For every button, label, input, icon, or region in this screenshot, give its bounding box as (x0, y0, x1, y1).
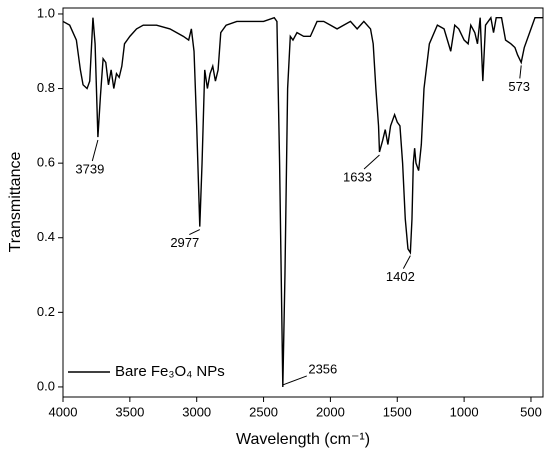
x-tick-label: 4000 (49, 404, 78, 419)
x-tick-label: 3500 (115, 404, 144, 419)
x-tick-label: 1500 (383, 404, 412, 419)
annotation-label: 2356 (308, 361, 337, 376)
y-tick-label: 0.4 (37, 229, 55, 244)
x-tick-label: 3000 (182, 404, 211, 419)
x-tick-label: 500 (520, 404, 542, 419)
annotation-leader (282, 375, 307, 386)
annotation-leader (402, 255, 411, 269)
x-tick-label: 2500 (249, 404, 278, 419)
annotation-leader (519, 65, 522, 79)
annotation-leader (363, 154, 380, 170)
y-tick-label: 0.6 (37, 155, 55, 170)
annotation-label: 2977 (170, 235, 199, 250)
y-tick-label: 1.0 (37, 5, 55, 20)
annotation-leader (91, 139, 99, 162)
x-tick-label: 1000 (450, 404, 479, 419)
y-tick-label: 0.2 (37, 304, 55, 319)
y-axis-label: Transmittance (7, 152, 24, 253)
x-axis-label: Wavelength (cm⁻¹) (236, 431, 370, 448)
plot-frame (62, 7, 544, 398)
annotation-leader (189, 229, 200, 236)
y-tick-label: 0.0 (37, 378, 55, 393)
annotation-label: 1633 (343, 169, 372, 184)
annotation-label: 573 (508, 79, 530, 94)
annotation-label: 1402 (386, 269, 415, 284)
annotation-label: 3739 (75, 161, 104, 176)
spectrum-line (62, 15, 543, 387)
y-tick-label: 0.8 (37, 80, 55, 95)
x-tick-label: 2000 (316, 404, 345, 419)
legend-label: Bare Fe₃O₄ NPs (115, 363, 225, 380)
